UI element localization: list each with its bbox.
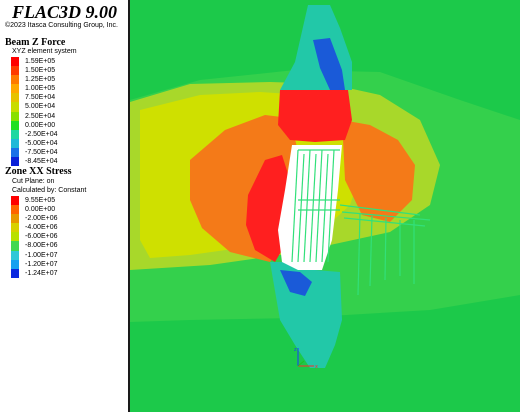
beam-z-force-legend-label: 1.50E+05 — [25, 67, 56, 75]
beam-element — [341, 211, 431, 221]
zone-xx-stress-legend-swatch — [11, 205, 19, 215]
beam-element — [291, 149, 299, 263]
zone-xx-stress-legend-label: -1.24E+07 — [25, 269, 58, 277]
beam-z-force-legend-swatch — [11, 75, 19, 85]
beam-z-force-legend-swatch — [11, 147, 19, 158]
zone-xx-stress-legend-label: -6.00E+06 — [25, 233, 58, 241]
beam-element-system-label: XYZ element system — [12, 48, 77, 55]
beam-element — [327, 149, 335, 263]
beam-element — [321, 153, 329, 263]
zone-xx-stress-legend-swatch — [11, 241, 19, 251]
zone-xx-stress-legend-label: -2.00E+06 — [25, 215, 58, 223]
beam-element — [384, 217, 387, 281]
beam-z-force-legend-swatch — [11, 138, 19, 148]
panel-divider — [128, 0, 130, 412]
beam-z-force-legend-label: 0.00E+00 — [25, 121, 56, 129]
beam-z-force-legend-label: 5.00E+04 — [25, 103, 56, 111]
beam-element — [297, 153, 305, 263]
beam-z-force-legend-swatch — [11, 84, 19, 94]
beam-z-force-legend-swatch — [11, 129, 19, 139]
beam-z-force-legend-label: -8.45E+04 — [25, 158, 58, 166]
beam-z-force-legend-swatch — [11, 102, 19, 112]
beam-z-force-legend-swatch — [11, 66, 19, 76]
beam-z-force-legend-label: -2.50E+04 — [25, 130, 58, 138]
beam-z-force-legend-label: 1.59E+05 — [25, 58, 56, 65]
svg-text:z: z — [294, 347, 297, 353]
zone-contour-orange-right — [342, 120, 415, 222]
beam-element — [357, 213, 361, 296]
beam-z-force-legend-label: -5.00E+04 — [25, 139, 58, 147]
beam-z-force-legend-swatch — [11, 111, 19, 121]
beam-z-force-legend-swatch — [11, 157, 19, 167]
beam-element — [315, 149, 323, 263]
zone-xx-stress-legend-label: -1.00E+07 — [25, 251, 58, 259]
zone-contour-red-top — [278, 84, 352, 142]
beam-z-force-legend-label: 7.50E+04 — [25, 94, 56, 102]
zone-xx-stress-legend-label: -8.00E+06 — [25, 242, 58, 250]
zone-xx-stress-legend-swatch — [11, 232, 19, 242]
model-viewport[interactable]: z x — [130, 0, 520, 412]
beam-elements — [291, 149, 431, 296]
zone-xx-stress-legend-swatch — [11, 214, 19, 224]
beam-z-force-legend-swatch — [11, 93, 19, 103]
cut-plane-label: Cut Plane: on — [12, 178, 55, 185]
zone-xx-stress-legend-swatch — [11, 268, 19, 278]
beam-z-force-title: Beam Z Force — [5, 37, 66, 48]
beam-z-force-legend-label: -7.50E+04 — [25, 148, 58, 156]
svg-text:x: x — [315, 364, 318, 370]
app-title: FLAC3D 9.00 — [11, 2, 117, 22]
beam-element — [309, 153, 317, 263]
zone-xx-stress-legend-swatch — [11, 259, 19, 269]
beam-element — [343, 217, 426, 227]
excavation-void — [278, 145, 342, 270]
zone-xx-stress-legend-label: 9.55E+05 — [25, 197, 56, 204]
beam-element — [369, 215, 373, 287]
copyright-text: ©2023 Itasca Consulting Group, Inc. — [5, 22, 118, 29]
zone-xx-stress-legend-label: -1.20E+07 — [25, 260, 58, 268]
zone-xx-stress-legend-swatch — [11, 223, 19, 233]
legend-panel: FLAC3D 9.00 ©2023 Itasca Consulting Grou… — [0, 0, 129, 412]
calculated-by-label: Calculated by: Constant — [12, 187, 87, 194]
zone-contour-blue-bottom — [280, 270, 312, 296]
beam-element — [303, 149, 311, 263]
beam-z-force-legend-label: 1.00E+05 — [25, 85, 56, 93]
beam-z-force-legend-swatch — [11, 120, 19, 130]
xyz-axes-triad-icon: z x — [290, 344, 320, 374]
zone-xx-stress-legend-swatch — [11, 196, 19, 206]
beam-element — [339, 204, 421, 216]
zone-contour-cyan-bottom — [270, 262, 342, 368]
beam-z-force-legend-swatch — [11, 57, 19, 67]
zone-xx-stress-legend-swatch — [11, 250, 19, 260]
zone-xx-stress-title: Zone XX Stress — [5, 166, 72, 177]
zone-xx-stress-legend-label: -4.00E+06 — [25, 224, 58, 232]
beam-z-force-legend-label: 2.50E+04 — [25, 112, 56, 120]
zone-contour-blue-top — [313, 38, 345, 90]
zone-xx-stress-legend-label: 0.00E+00 — [25, 206, 56, 214]
beam-z-force-legend-label: 1.25E+05 — [25, 76, 56, 84]
